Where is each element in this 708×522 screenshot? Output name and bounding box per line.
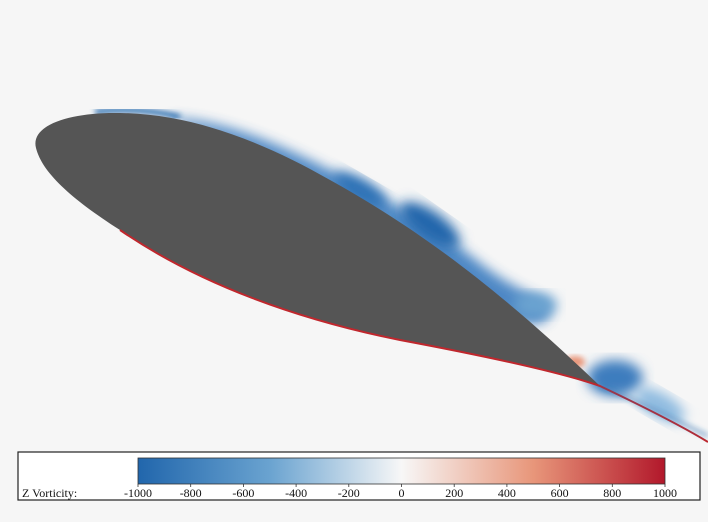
colorbar-tick-label: 0 xyxy=(399,486,405,500)
colorbar-tick-label: -400 xyxy=(285,486,307,500)
colorbar-label: Z Vorticity: xyxy=(22,486,77,500)
colorbar-tick-label: 200 xyxy=(445,486,463,500)
colorbar-tick-label: 1000 xyxy=(653,486,677,500)
colorbar-tick-label: -1000 xyxy=(124,486,152,500)
colorbar xyxy=(138,458,665,484)
colorbar-tick-label: -800 xyxy=(180,486,202,500)
colorbar-tick-label: 600 xyxy=(551,486,569,500)
colorbar-tick-label: -200 xyxy=(338,486,360,500)
colorbar-tick-label: -600 xyxy=(232,486,254,500)
vorticity-view: Z Vorticity: -1000 -800 -600 -400 -200 0 200 40… xyxy=(0,0,708,522)
colorbar-tick-label: 400 xyxy=(498,486,516,500)
colorbar-tick-label: 800 xyxy=(603,486,621,500)
